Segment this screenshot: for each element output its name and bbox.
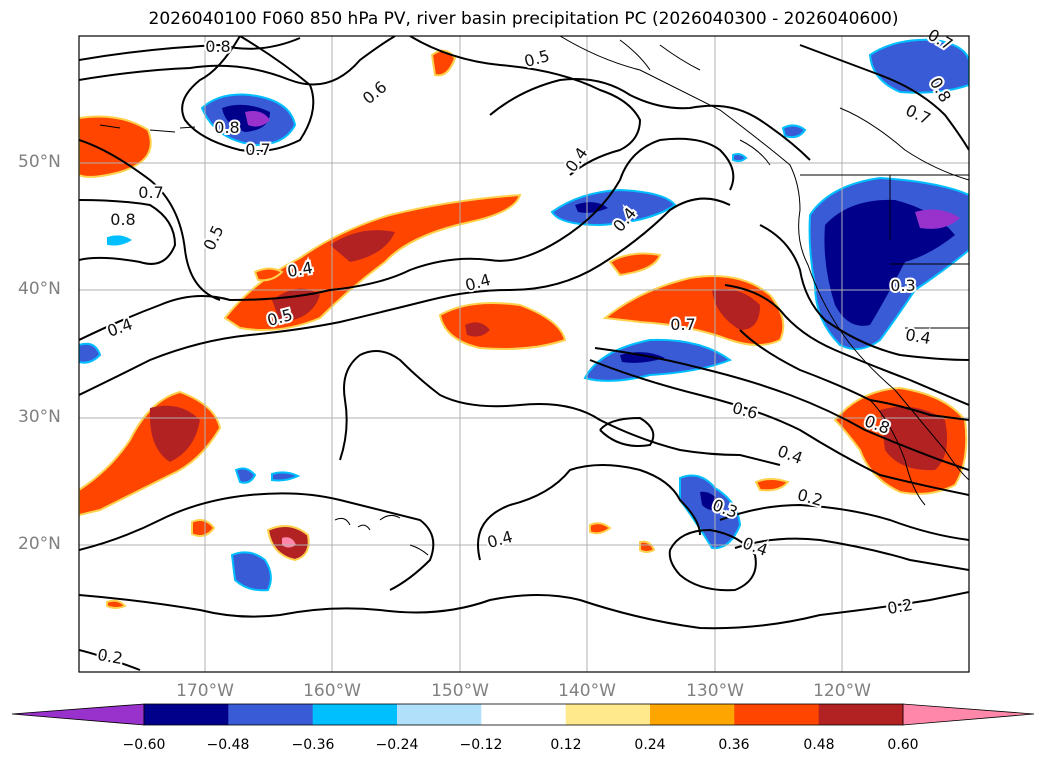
- colorbar-tick: 0.36: [718, 737, 750, 753]
- colorbar-tick: −0.24: [375, 737, 419, 753]
- colorbar-tick: 0.60: [887, 737, 919, 753]
- map-background: [79, 36, 969, 672]
- lon-label-160w: 160°W: [303, 681, 361, 701]
- lat-label-40n: 40°N: [18, 279, 61, 299]
- colorbar-tick: −0.36: [291, 737, 335, 753]
- colorbar-segment: [818, 704, 904, 725]
- colorbar-segment: [565, 704, 651, 725]
- negative-anomaly-patches: [79, 38, 969, 592]
- contour-label: 0.3: [890, 276, 915, 295]
- colorbar-extend-high: [902, 703, 1035, 726]
- colorbar-segment: [228, 704, 314, 725]
- colorbar-segment: [650, 704, 735, 725]
- lon-label-120w: 120°W: [813, 681, 871, 701]
- contour-label: 0.7: [670, 315, 695, 334]
- colorbar: [11, 703, 1035, 726]
- colorbar-segment: [734, 704, 820, 725]
- contour-label: 0.7: [245, 140, 270, 159]
- colorbar-tick: 0.12: [550, 737, 582, 753]
- contour-label: 0.7: [138, 183, 163, 202]
- contour-label: 0.8: [214, 118, 239, 137]
- colorbar-segment: [144, 704, 229, 725]
- colorbar-extend-low: [11, 703, 145, 726]
- lat-label-20n: 20°N: [18, 534, 61, 554]
- colorbar-segment: [312, 704, 398, 725]
- colorbar-tick: −0.48: [206, 737, 250, 753]
- lon-label-150w: 150°W: [431, 681, 489, 701]
- colorbar-tick: −0.60: [122, 737, 166, 753]
- gridlines: [79, 36, 969, 672]
- contour-label: 0.8: [110, 210, 135, 229]
- lon-label-140w: 140°W: [558, 681, 616, 701]
- pv-contours: [79, 36, 969, 671]
- colorbar-tick: 0.48: [803, 737, 835, 753]
- lat-label-50n: 50°N: [18, 152, 61, 172]
- map-title: 2026040100 F060 850 hPa PV, river basin …: [148, 9, 899, 29]
- colorbar-tick: −0.12: [459, 737, 503, 753]
- contour-label: 0.8: [205, 37, 230, 56]
- lon-label-130w: 130°W: [686, 681, 744, 701]
- lat-label-30n: 30°N: [18, 407, 61, 427]
- colorbar-segment: [481, 704, 567, 725]
- colorbar-tick: 0.24: [634, 737, 666, 753]
- map-frame: [78, 35, 970, 673]
- colorbar-segment: [397, 704, 482, 725]
- coastlines: [99, 36, 969, 556]
- lon-label-170w: 170°W: [176, 681, 234, 701]
